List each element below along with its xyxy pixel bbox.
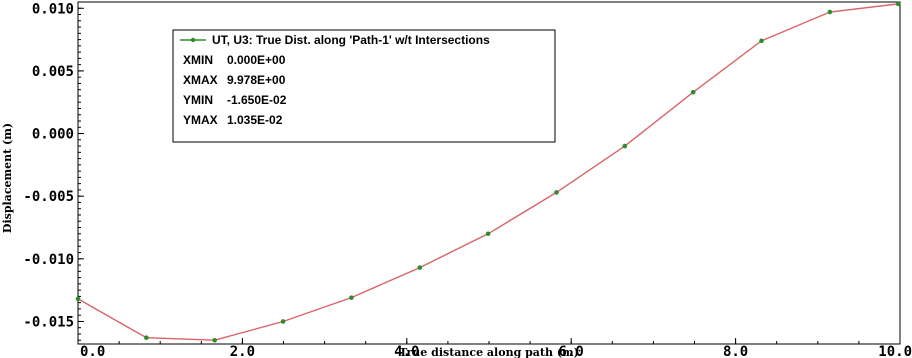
legend-stat-label: YMIN bbox=[183, 93, 213, 107]
data-point bbox=[75, 296, 81, 302]
legend-marker-swatch bbox=[190, 37, 196, 43]
x-tick-label: 4.0 bbox=[394, 344, 419, 358]
legend-stat-value: 0.000E+00 bbox=[227, 53, 286, 67]
legend-stat-value: -1.650E-02 bbox=[227, 93, 287, 107]
data-point bbox=[417, 265, 423, 270]
x-tick-label: 6.0 bbox=[559, 344, 584, 358]
data-point bbox=[212, 337, 217, 343]
legend-stat-value: 1.035E-02 bbox=[227, 113, 283, 127]
data-point bbox=[759, 38, 764, 44]
legend-box bbox=[172, 29, 556, 143]
y-tick-label: 0.010 bbox=[32, 1, 74, 17]
y-axis-title: Displacement (m) bbox=[1, 123, 14, 233]
y-tick-label: -0.015 bbox=[23, 314, 74, 330]
y-tick-label: -0.010 bbox=[23, 252, 74, 268]
series-layer bbox=[75, 1, 901, 343]
legend-stat-label: XMAX bbox=[183, 73, 218, 87]
data-point bbox=[895, 1, 901, 7]
data-point bbox=[349, 295, 354, 300]
data-point bbox=[827, 9, 833, 15]
x-tick-label: 2.0 bbox=[230, 344, 255, 358]
legend-series-label: UT, U3: True Dist. along 'Path-1' w/t In… bbox=[212, 33, 490, 47]
data-point bbox=[144, 335, 149, 341]
x-axis: 0.0 2.0 4.0 6.0 8.0 10.0 bbox=[77, 338, 912, 358]
y-tick-label: 0.005 bbox=[32, 64, 74, 80]
legend: UT, U3: True Dist. along 'Path-1' w/t In… bbox=[172, 29, 556, 143]
x-tick-label: 0.0 bbox=[80, 344, 105, 358]
data-point bbox=[690, 89, 696, 95]
x-tick-label: 10.0 bbox=[878, 344, 912, 358]
legend-stat-label: XMIN bbox=[183, 53, 213, 67]
y-tick-label: 0.000 bbox=[32, 127, 74, 143]
legend-stat-label: YMAX bbox=[183, 113, 218, 127]
y-axis: 0.010 0.005 0.000 -0.005 -0.010 -0.015 bbox=[23, 1, 84, 341]
data-point bbox=[622, 143, 628, 149]
legend-stat-value: 9.978E+00 bbox=[227, 73, 286, 87]
x-tick-label: 8.0 bbox=[723, 344, 748, 358]
x-axis-title: True distance along path (m) bbox=[399, 346, 579, 358]
data-point bbox=[280, 319, 286, 324]
data-point bbox=[485, 231, 491, 237]
data-point bbox=[554, 190, 559, 195]
y-tick-label: -0.005 bbox=[23, 189, 74, 205]
